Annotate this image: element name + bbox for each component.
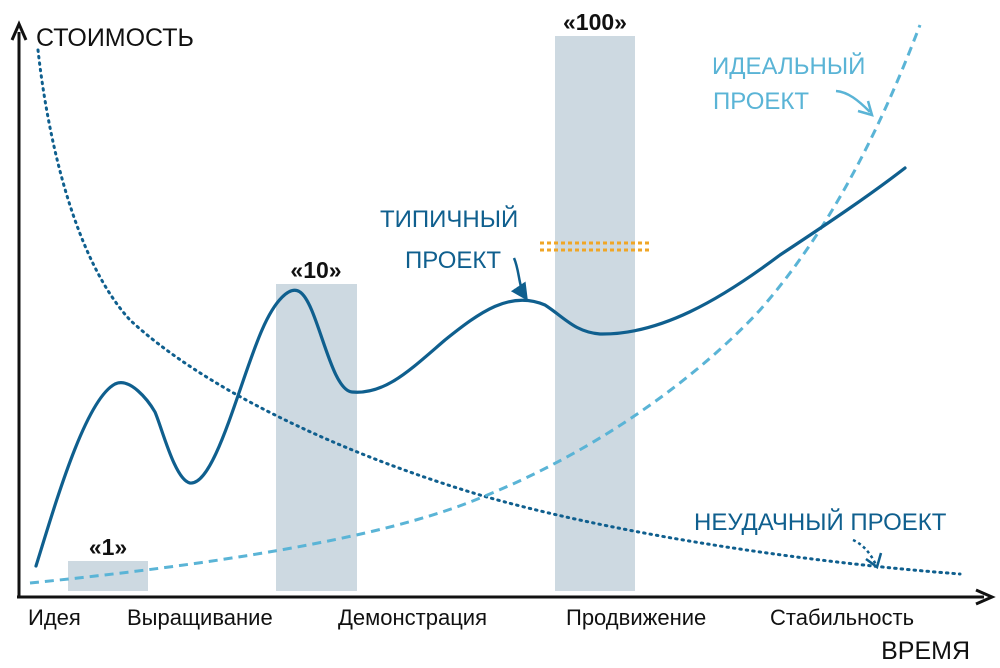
bar-10 <box>276 284 357 591</box>
typical-project-label-line1: ТИПИЧНЫЙ <box>380 205 518 233</box>
typical-project-label-line2: ПРОЕКТ <box>405 247 501 274</box>
orange-marker <box>540 241 651 252</box>
x-axis-title: ВРЕМЯ <box>881 637 970 665</box>
bar-100 <box>555 36 635 591</box>
stage-label: Стабильность <box>770 605 914 630</box>
typical-project-pointer <box>510 257 528 301</box>
bar-10-label: «10» <box>290 257 341 283</box>
failed-project-curve <box>36 48 962 576</box>
bar-100-label: «100» <box>563 9 627 35</box>
failed-project-pointer <box>852 538 883 570</box>
ideal-project-label-line1: ИДЕАЛЬНЫЙ <box>712 52 865 80</box>
ideal-project-label-line2: ПРОЕКТ <box>713 88 809 115</box>
y-axis-title: СТОИМОСТЬ <box>36 24 194 52</box>
bar-1-label: «1» <box>89 534 127 560</box>
ideal-project-pointer <box>835 89 874 117</box>
stage-label: Демонстрация <box>338 605 487 630</box>
x-axis-arrowhead <box>975 588 996 606</box>
stage-label: Идея <box>28 605 81 630</box>
stage-label: Выращивание <box>127 605 273 630</box>
stage-label: Продвижение <box>566 605 706 630</box>
y-axis-arrowhead <box>10 20 28 41</box>
ideal-project-curve <box>29 24 922 585</box>
failed-project-label: НЕУДАЧНЫЙ ПРОЕКТ <box>694 508 947 536</box>
typical-project-curve <box>34 166 907 568</box>
